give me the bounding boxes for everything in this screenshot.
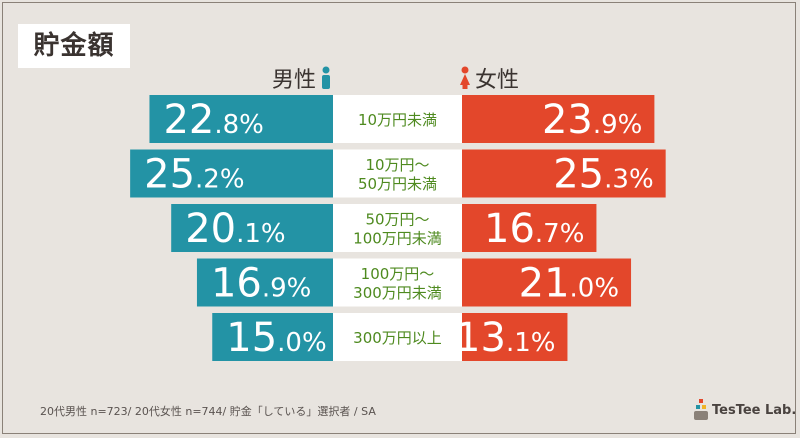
male-value-label: 22.8% xyxy=(163,97,263,143)
brand-name: TesTee Lab. xyxy=(712,402,797,418)
female-value-label: 23.9% xyxy=(542,97,642,143)
female-value-label: 21.0% xyxy=(519,261,619,307)
male-value-label: 20.1% xyxy=(185,206,285,252)
legend-female-label: 女性 xyxy=(475,68,520,93)
male-bar xyxy=(196,258,333,307)
female-person-icon xyxy=(460,66,470,89)
legend-male-label: 男性 xyxy=(272,68,317,93)
male-bar xyxy=(212,313,333,361)
category-label: 10万円～ xyxy=(365,156,429,174)
female-bar xyxy=(462,258,632,307)
footnote: 20代男性 n=723/ 20代女性 n=744/ 貯金「している」選択者 / … xyxy=(40,405,376,418)
brand-icon xyxy=(694,399,708,420)
category-label: 300万円未満 xyxy=(353,284,442,302)
brand-logo: TesTee Lab. xyxy=(694,398,796,422)
category-band xyxy=(333,204,462,252)
male-person-icon xyxy=(322,66,331,89)
male-value-label: 25.2% xyxy=(144,152,244,198)
category-label: 50万円～ xyxy=(365,211,429,229)
male-value-label: 16.9% xyxy=(211,261,311,307)
male-bar xyxy=(130,149,333,198)
category-band xyxy=(333,258,462,307)
female-value-label: 25.3% xyxy=(553,152,653,198)
category-label: 100万円～ xyxy=(361,265,435,283)
category-band xyxy=(333,313,462,361)
female-bar xyxy=(462,95,655,143)
category-band xyxy=(333,95,462,143)
chart-frame xyxy=(2,2,796,434)
female-bar xyxy=(462,149,666,198)
category-label: 300万円以上 xyxy=(353,329,442,347)
category-label: 100万円未満 xyxy=(353,230,442,248)
category-band xyxy=(333,149,462,198)
female-bar xyxy=(462,204,597,252)
female-value-label: 13.1% xyxy=(455,315,555,361)
category-label: 50万円未満 xyxy=(358,175,437,193)
male-bar xyxy=(149,95,333,143)
male-bar xyxy=(171,204,333,252)
male-value-label: 15.0% xyxy=(226,315,326,361)
female-value-label: 16.7% xyxy=(484,206,584,252)
legend-female: 女性 xyxy=(459,62,519,94)
category-label: 10万円未満 xyxy=(358,111,437,129)
female-bar xyxy=(462,313,568,361)
chart-title: 貯金額 xyxy=(18,24,130,68)
legend-male: 男性 xyxy=(272,62,332,94)
